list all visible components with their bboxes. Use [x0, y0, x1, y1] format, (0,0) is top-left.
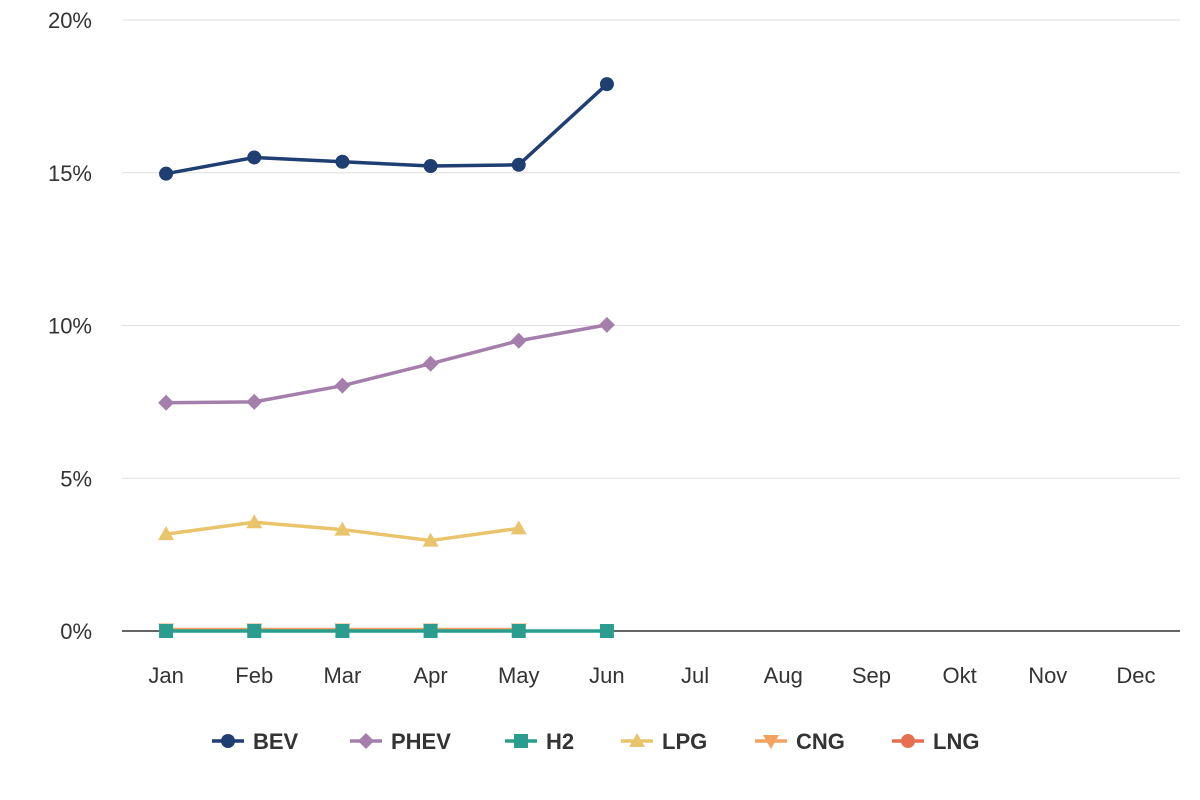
series-group [158, 77, 615, 638]
data-point-phev [158, 394, 175, 411]
y-tick-label: 20% [48, 8, 92, 33]
x-tick-label: Mar [323, 663, 361, 688]
y-tick-label: 5% [60, 466, 92, 491]
data-point-bev [247, 150, 262, 165]
y-tick-label: 0% [60, 619, 92, 644]
series-phev [158, 316, 615, 411]
y-tick-label: 10% [48, 314, 92, 339]
x-tick-label: Feb [235, 663, 273, 688]
data-point-lpg [422, 532, 439, 547]
data-point-bev [159, 166, 174, 181]
legend-marker-bev [221, 734, 235, 748]
legend-marker-lpg [629, 733, 645, 747]
x-tick-label: Jul [681, 663, 709, 688]
legend-marker-lng [901, 734, 915, 748]
x-tick-label: Apr [413, 663, 447, 688]
data-point-phev [510, 332, 527, 349]
x-tick-label: May [498, 663, 540, 688]
data-point-lpg [158, 526, 175, 541]
legend-marker-cng [763, 735, 779, 749]
legend-marker-phev [358, 733, 374, 749]
data-point-phev [598, 316, 615, 333]
x-axis: Jan Feb Mar Apr May Jun Jul Aug Sep Okt Nov Dec [148, 663, 1155, 688]
series-h2 [159, 624, 614, 638]
x-tick-label: Jan [148, 663, 183, 688]
series-line-bev [164, 82, 609, 176]
legend-item-phev[interactable]: PHEV [350, 729, 451, 754]
legend-item-bev[interactable]: BEV [212, 729, 299, 754]
data-point-lpg [334, 521, 351, 536]
x-tick-label: Aug [764, 663, 803, 688]
x-tick-label: Sep [852, 663, 891, 688]
legend-label: BEV [253, 729, 299, 754]
legend: BEV PHEV H2 LPG CNG LNG [212, 729, 979, 754]
x-tick-label: Dec [1116, 663, 1155, 688]
data-point-phev [422, 355, 439, 372]
legend-label: H2 [546, 729, 574, 754]
legend-item-h2[interactable]: H2 [505, 729, 574, 754]
legend-item-lng[interactable]: LNG [892, 729, 979, 754]
y-tick-label: 15% [48, 161, 92, 186]
x-tick-label: Nov [1028, 663, 1067, 688]
legend-label: LPG [662, 729, 707, 754]
legend-marker-h2 [514, 734, 528, 748]
series-line-phev [164, 323, 609, 405]
series-lpg [158, 514, 527, 547]
data-point-lpg [246, 514, 263, 529]
data-point-lpg [510, 520, 527, 535]
data-point-phev [246, 393, 263, 410]
legend-label: PHEV [391, 729, 451, 754]
data-point-bev [335, 154, 350, 169]
data-point-h2 [511, 624, 526, 638]
data-point-h2 [159, 624, 174, 638]
data-point-bev [423, 159, 438, 174]
legend-label: LNG [933, 729, 979, 754]
data-point-phev [334, 377, 351, 394]
y-axis: 0% 5% 10% 15% 20% [48, 8, 92, 644]
gridlines [122, 19, 1180, 632]
data-point-bev [511, 157, 526, 172]
data-point-h2 [335, 624, 350, 638]
data-point-h2 [599, 624, 614, 638]
series-bev [159, 77, 614, 181]
legend-item-cng[interactable]: CNG [755, 729, 845, 754]
data-point-h2 [423, 624, 438, 638]
data-point-bev [599, 77, 614, 92]
x-tick-label: Jun [589, 663, 624, 688]
data-point-h2 [247, 624, 262, 638]
legend-label: CNG [796, 729, 845, 754]
legend-item-lpg[interactable]: LPG [621, 729, 707, 754]
x-tick-label: Okt [942, 663, 976, 688]
